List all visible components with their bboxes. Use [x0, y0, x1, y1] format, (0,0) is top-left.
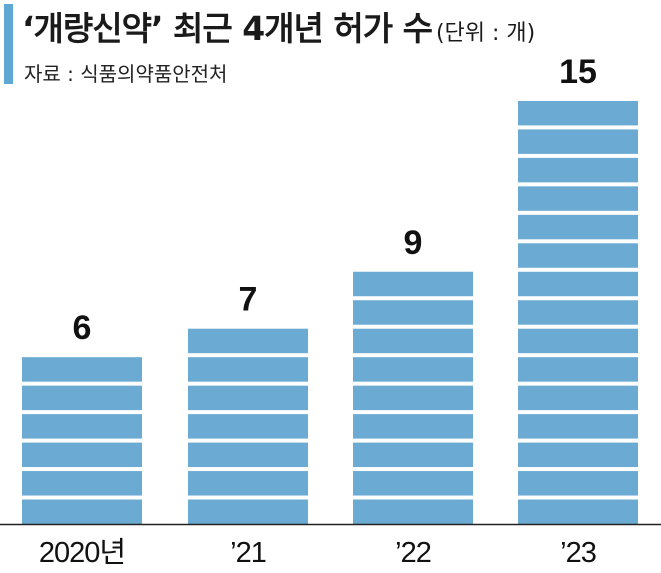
title-accent-bar	[4, 4, 13, 84]
bar-block	[353, 271, 473, 297]
bar-block	[188, 471, 308, 496]
bar-block	[518, 385, 638, 411]
bar-block	[188, 414, 308, 439]
category-label: ’23	[560, 537, 596, 569]
bar-block	[518, 300, 638, 325]
bar-block	[518, 100, 638, 126]
bar-block	[353, 300, 473, 325]
chart-source: 자료 : 식품의약품안전처	[24, 62, 228, 86]
bar-block	[188, 385, 308, 411]
bar-block	[353, 442, 473, 468]
bar-block	[518, 499, 638, 524]
bar-block	[518, 129, 638, 154]
bar-block	[518, 186, 638, 211]
bar-block	[353, 499, 473, 524]
bar-block	[518, 471, 638, 496]
bar-block	[22, 442, 142, 468]
bar-block	[353, 328, 473, 354]
data-label: 7	[239, 281, 258, 319]
bar-2	[188, 328, 308, 524]
bar-block	[22, 357, 142, 382]
bar-block	[518, 357, 638, 382]
bar-block	[518, 442, 638, 468]
bar-block	[518, 414, 638, 439]
bar-4	[518, 100, 638, 524]
chart-title: ‘개량신약’ 최근 4개년 허가 수	[22, 9, 433, 48]
data-label: 15	[559, 53, 597, 91]
category-label: ’21	[230, 537, 266, 569]
bar-1	[22, 357, 142, 524]
bar-block	[353, 414, 473, 439]
bar-block	[353, 357, 473, 382]
bar-block	[518, 243, 638, 268]
bar-block	[188, 442, 308, 468]
bar-block	[518, 271, 638, 297]
data-label: 9	[404, 224, 423, 262]
bar-block	[518, 328, 638, 354]
bar-block	[188, 357, 308, 382]
chart-title-block: ‘개량신약’ 최근 4개년 허가 수 (단위 : 개)	[22, 2, 535, 50]
bar-block	[22, 471, 142, 496]
bar-block	[188, 499, 308, 524]
bar-block	[518, 157, 638, 183]
category-label: 2020년	[39, 537, 125, 569]
data-label: 6	[73, 309, 92, 347]
bar-block	[22, 414, 142, 439]
bar-block	[188, 328, 308, 354]
bar-block	[22, 385, 142, 411]
bar-block	[353, 471, 473, 496]
bar-block	[353, 385, 473, 411]
bar-block	[518, 214, 638, 240]
chart-unit: (단위 : 개)	[435, 21, 536, 46]
bar-3	[353, 271, 473, 524]
category-label: ’22	[395, 537, 431, 569]
bar-block	[22, 499, 142, 524]
